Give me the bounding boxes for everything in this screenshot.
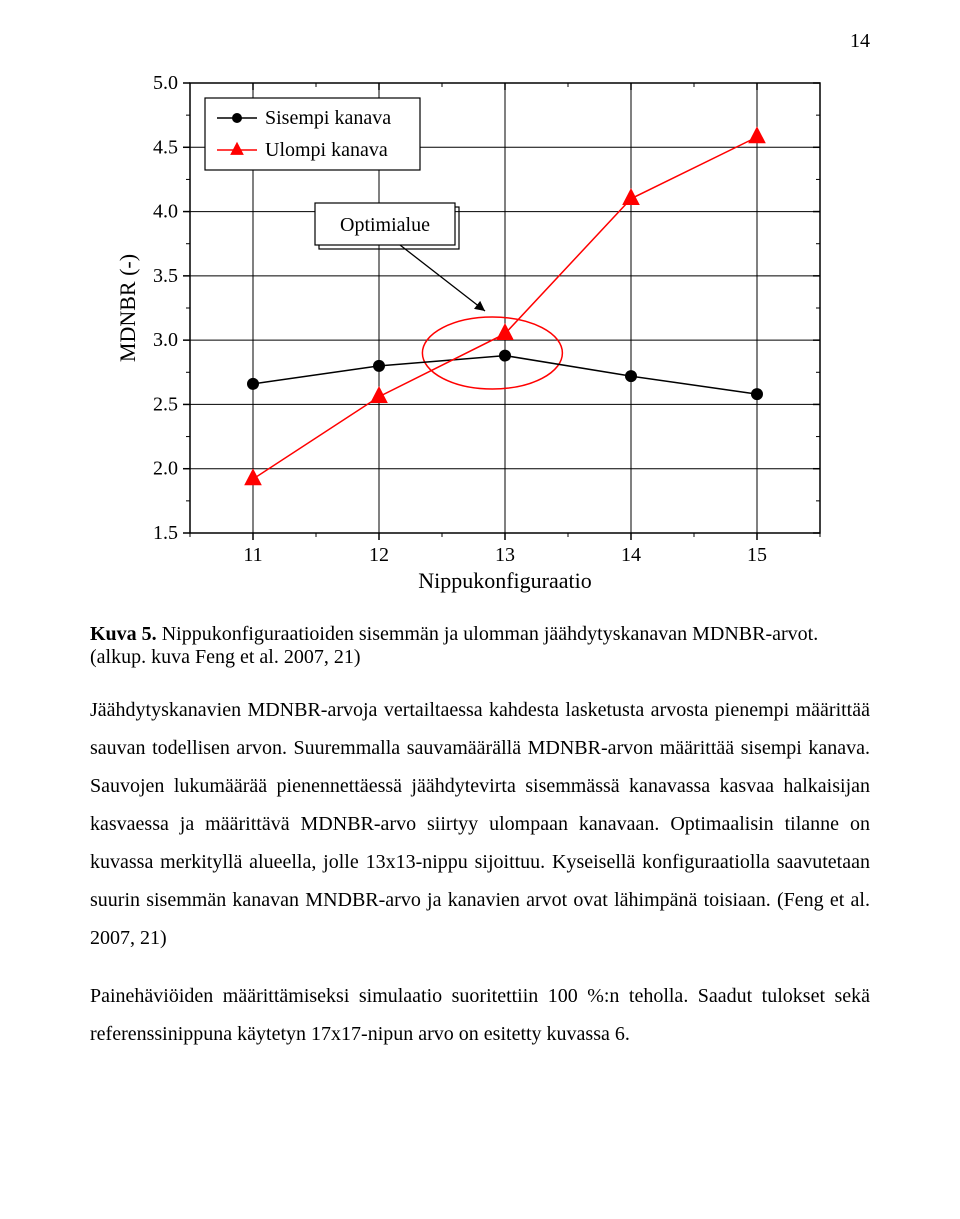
- svg-text:Nippukonfiguraatio: Nippukonfiguraatio: [418, 568, 592, 593]
- svg-text:3.0: 3.0: [153, 329, 178, 351]
- figure-label: Kuva 5.: [90, 623, 157, 645]
- svg-text:15: 15: [747, 544, 767, 566]
- svg-text:1.5: 1.5: [153, 522, 178, 544]
- svg-text:14: 14: [621, 544, 641, 566]
- page: 14 11 12 13 14 15 Nippukonfiguraatio 1.5 2.0 2.5…: [0, 0, 960, 1113]
- svg-text:Optimialue: Optimialue: [340, 214, 430, 236]
- svg-text:2.5: 2.5: [153, 393, 178, 415]
- svg-text:2.0: 2.0: [153, 458, 178, 480]
- svg-text:13: 13: [495, 544, 515, 566]
- svg-text:MDNBR (-): MDNBR (-): [115, 254, 140, 362]
- svg-text:4.0: 4.0: [153, 201, 178, 223]
- svg-text:11: 11: [243, 544, 262, 566]
- svg-text:Ulompi kanava: Ulompi kanava: [265, 139, 388, 161]
- svg-text:5.0: 5.0: [153, 72, 178, 94]
- svg-text:4.5: 4.5: [153, 136, 178, 158]
- svg-text:12: 12: [369, 544, 389, 566]
- page-number: 14: [90, 30, 870, 53]
- paragraph-2: Painehäviöiden määrittämiseksi simulaati…: [90, 977, 870, 1053]
- figure-caption: Kuva 5. Nippukonfiguraatioiden sisemmän …: [90, 623, 870, 669]
- svg-text:3.5: 3.5: [153, 265, 178, 287]
- body-text: Jäähdytyskanavien MDNBR-arvoja vertailta…: [90, 691, 870, 1053]
- figure-caption-text: Nippukonfiguraatioiden sisemmän ja ulomm…: [90, 623, 818, 668]
- svg-text:Sisempi kanava: Sisempi kanava: [265, 107, 391, 129]
- mdnbr-chart: 11 12 13 14 15 Nippukonfiguraatio 1.5 2.0 2.5 3.0…: [100, 63, 860, 603]
- chart-container: 11 12 13 14 15 Nippukonfiguraatio 1.5 2.0 2.5 3.0…: [100, 63, 860, 603]
- paragraph-1: Jäähdytyskanavien MDNBR-arvoja vertailta…: [90, 691, 870, 957]
